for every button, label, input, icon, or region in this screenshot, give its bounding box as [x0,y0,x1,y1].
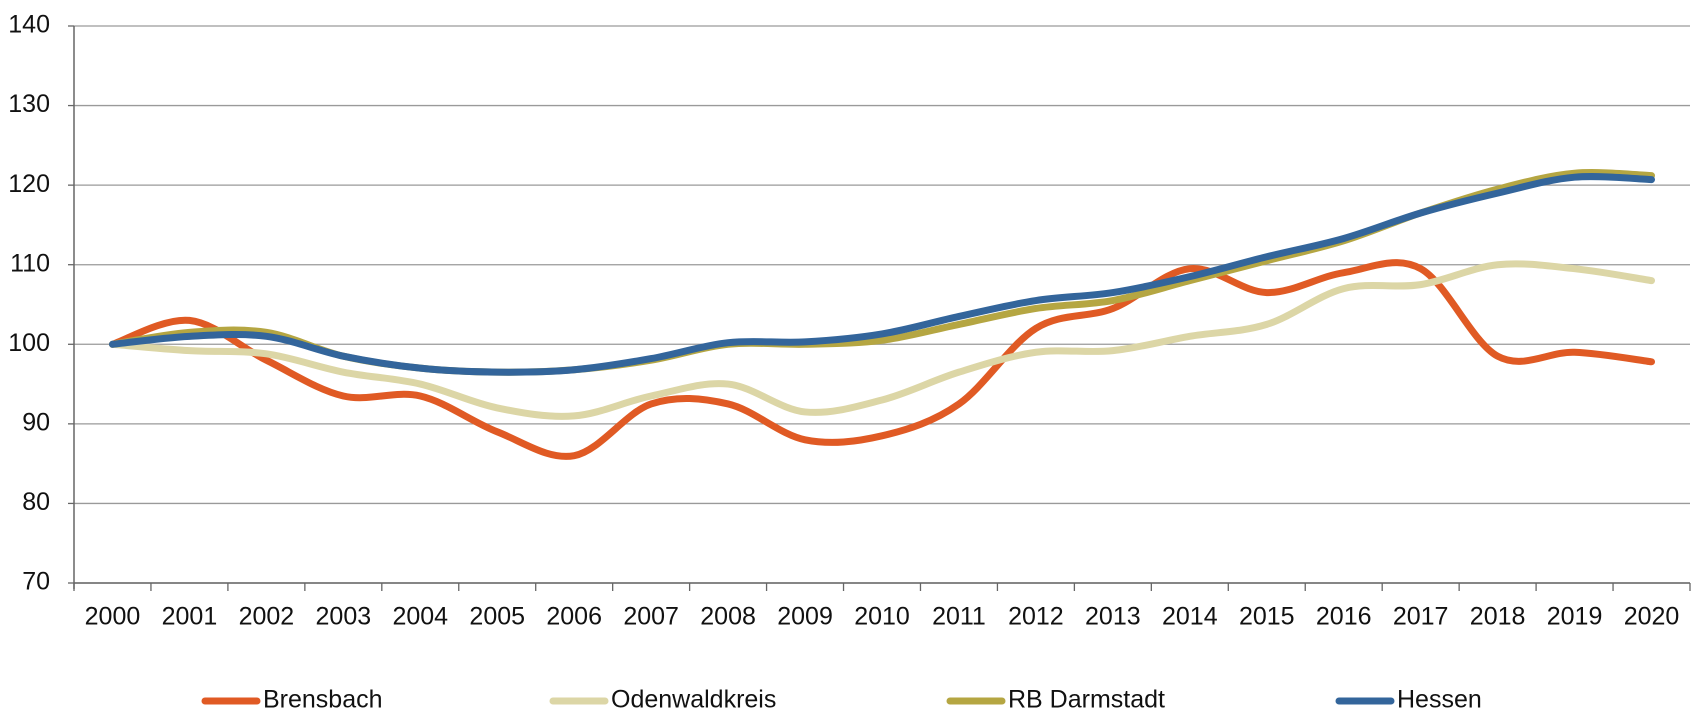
x-tick-label: 2013 [1085,603,1141,631]
legend-label: Odenwaldkreis [611,686,776,714]
x-tick-label: 2018 [1470,603,1526,631]
x-tick-label: 2019 [1547,603,1603,631]
y-tick-label: 90 [22,408,50,436]
x-tick-label: 2014 [1162,603,1218,631]
x-tick-label: 2002 [239,603,295,631]
x-tick-label: 2004 [392,603,448,631]
x-tick-label: 2000 [85,603,141,631]
y-tick-label: 70 [22,568,50,596]
y-tick-label: 110 [10,249,50,277]
x-tick-label: 2010 [854,603,910,631]
x-tick-label: 2017 [1393,603,1449,631]
series-line [108,173,1656,376]
y-tick-label: 120 [8,170,50,198]
x-tick-label: 2005 [469,603,525,631]
x-tick-label: 2009 [777,603,833,631]
legend-label: Hessen [1397,686,1482,714]
x-tick-label: 2015 [1239,603,1295,631]
y-tick-label: 130 [8,90,50,118]
y-tick-label: 140 [8,11,50,39]
x-tick-label: 2011 [932,603,986,631]
x-tick-label: 2001 [162,603,218,631]
series-line [108,259,1656,460]
x-tick-label: 2008 [700,603,756,631]
y-tick-label: 100 [8,329,50,357]
legend-label: RB Darmstadt [1008,686,1165,714]
x-tick-label: 2016 [1316,603,1372,631]
x-tick-label: 2020 [1624,603,1680,631]
x-tick-label: 2012 [1008,603,1064,631]
series-line [108,260,1656,420]
x-tick-label: 2007 [623,603,679,631]
x-tick-label: 2003 [316,603,372,631]
legend-label: Brensbach [263,686,383,714]
y-tick-label: 80 [22,488,50,516]
x-tick-label: 2006 [546,603,602,631]
